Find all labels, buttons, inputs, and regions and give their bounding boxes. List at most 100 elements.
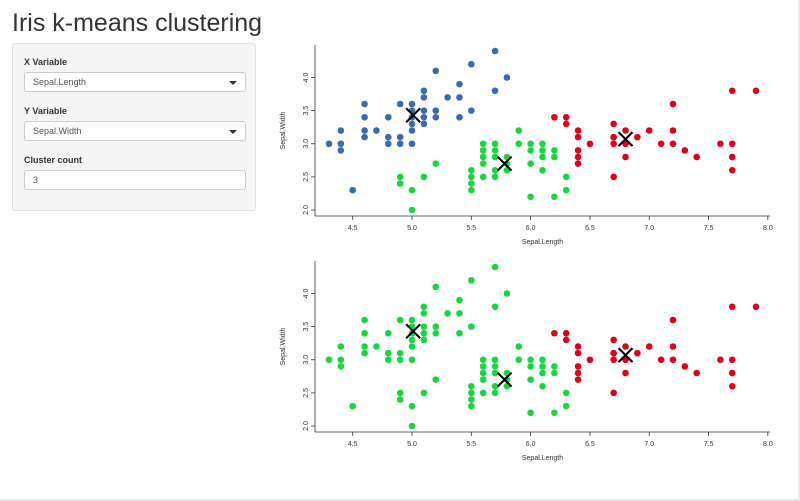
data-point-cluster-1: [337, 140, 345, 148]
data-point-cluster-1: [408, 120, 416, 128]
x-variable-select[interactable]: Sepal.Length: [24, 72, 246, 92]
x-tick-label: 6.0: [526, 441, 536, 448]
data-point-cluster-2: [361, 343, 368, 350]
data-point-cluster-1: [361, 127, 368, 134]
data-point-cluster-3: [610, 356, 617, 364]
data-point-cluster-1: [385, 133, 392, 141]
data-point-cluster-3: [574, 349, 582, 357]
x-tick-label: 4.5: [348, 441, 358, 448]
data-point-cluster-3: [622, 369, 629, 377]
x-variable-value: Sepal.Length: [33, 77, 87, 87]
data-point-cluster-3: [574, 376, 582, 383]
data-point-cluster-2: [432, 376, 440, 383]
data-point-cluster-3: [728, 303, 736, 311]
data-point-cluster-2: [361, 349, 368, 357]
y-variable-label: Y Variable: [24, 106, 67, 116]
data-point-cluster-1: [385, 140, 392, 148]
data-point-cluster-2: [551, 147, 558, 154]
centroid-marker: [496, 371, 513, 388]
data-point-cluster-2: [551, 363, 558, 370]
data-point-cluster-2: [408, 356, 416, 364]
data-point-cluster-3: [610, 173, 617, 181]
y-tick-label: 2.5: [303, 172, 310, 182]
data-point-cluster-2: [527, 376, 534, 383]
data-point-cluster-3: [752, 87, 760, 95]
data-point-cluster-2: [432, 329, 440, 337]
data-point-cluster-2: [420, 303, 428, 311]
data-point-cluster-2: [385, 356, 392, 364]
data-point-cluster-2: [491, 173, 499, 181]
data-point-cluster-3: [574, 160, 582, 167]
data-point-cluster-2: [479, 369, 487, 377]
data-point-cluster-2: [396, 389, 404, 397]
data-point-cluster-3: [681, 363, 689, 370]
x-tick-label: 8.0: [763, 225, 773, 232]
data-point-cluster-1: [408, 127, 416, 134]
data-point-cluster-3: [610, 140, 617, 148]
data-point-cluster-2: [539, 356, 546, 364]
data-point-cluster-2: [408, 336, 416, 344]
chevron-down-icon: [229, 81, 237, 85]
data-point-cluster-2: [337, 343, 345, 350]
data-point-cluster-2: [468, 180, 475, 187]
data-point-cluster-2: [503, 290, 511, 297]
y-tick-label: 3.0: [303, 355, 310, 365]
data-point-cluster-2: [491, 356, 499, 364]
data-point-cluster-2: [337, 363, 345, 370]
data-point-cluster-3: [574, 127, 582, 134]
data-point-cluster-3: [728, 140, 736, 148]
y-variable-select[interactable]: Sepal.Width: [24, 121, 246, 141]
data-point-cluster-2: [479, 160, 487, 167]
data-point-cluster-2: [479, 356, 487, 364]
data-point-cluster-2: [527, 147, 534, 154]
data-point-cluster-2: [373, 343, 380, 350]
data-point-cluster-2: [432, 283, 440, 291]
data-point-cluster-2: [420, 173, 428, 181]
data-point-cluster-3: [574, 153, 582, 161]
data-point-cluster-2: [539, 369, 546, 377]
y-tick-label: 2.0: [303, 205, 310, 215]
data-point-cluster-3: [586, 356, 594, 364]
data-point-cluster-3: [610, 336, 617, 344]
data-point-cluster-1: [503, 74, 511, 81]
centroid-marker: [496, 155, 513, 172]
data-point-cluster-2: [479, 389, 487, 397]
data-point-cluster-1: [361, 100, 368, 108]
data-point-cluster-2: [491, 363, 499, 370]
data-point-cluster-2: [468, 323, 475, 330]
data-point-cluster-1: [396, 133, 404, 141]
x-tick-label: 7.0: [644, 441, 654, 448]
data-point-cluster-2: [479, 147, 487, 154]
data-point-cluster-2: [479, 140, 487, 148]
data-point-cluster-2: [396, 356, 404, 364]
data-point-cluster-2: [562, 389, 570, 397]
data-point-cluster-2: [562, 186, 570, 194]
x-tick-label: 4.5: [348, 225, 358, 232]
data-point-cluster-2: [527, 356, 534, 364]
data-point-cluster-2: [396, 316, 404, 324]
data-point-cluster-3: [562, 120, 570, 128]
sidebar-panel: X Variable Sepal.Length Y Variable Sepal…: [12, 43, 256, 211]
data-point-cluster-2: [432, 160, 440, 167]
data-point-cluster-1: [325, 140, 333, 148]
data-point-cluster-3: [669, 140, 677, 148]
data-point-cluster-2: [491, 153, 499, 161]
data-point-cluster-2: [551, 153, 558, 161]
y-tick-label: 2.0: [303, 421, 310, 431]
data-point-cluster-2: [491, 382, 499, 390]
data-point-cluster-3: [728, 382, 736, 390]
data-point-cluster-2: [491, 389, 499, 397]
data-point-cluster-2: [396, 180, 404, 187]
data-point-cluster-2: [385, 349, 392, 357]
data-point-cluster-2: [515, 356, 523, 364]
y-tick-label: 3.0: [303, 139, 310, 149]
data-point-cluster-2: [479, 153, 487, 161]
data-point-cluster-3: [622, 127, 629, 134]
cluster-count-input[interactable]: [24, 170, 246, 190]
y-tick-label: 3.5: [303, 106, 310, 116]
chevron-down-icon: [229, 130, 237, 134]
x-variable-label: X Variable: [24, 57, 68, 67]
data-point-cluster-3: [562, 329, 570, 337]
data-point-cluster-3: [610, 120, 617, 128]
